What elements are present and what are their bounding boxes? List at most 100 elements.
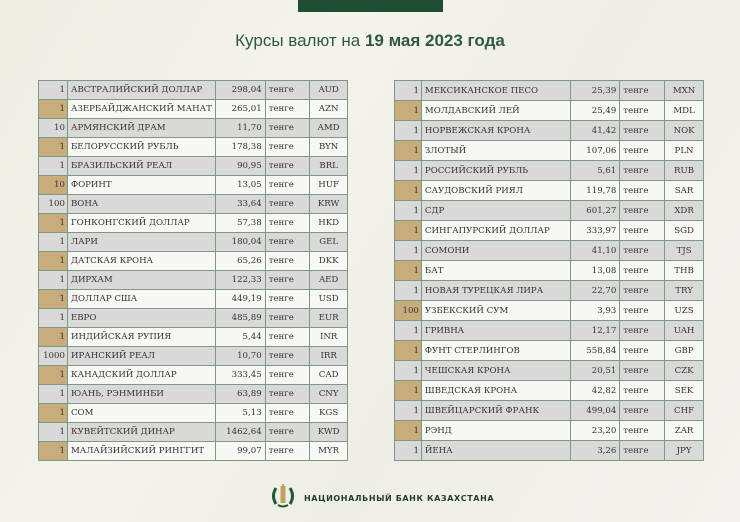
code-cell: DKK xyxy=(309,251,348,271)
quantity-cell: 1 xyxy=(394,420,422,441)
currency-name-cell: ИНДИЙСКАЯ РУПИЯ xyxy=(66,327,216,347)
code-cell: CHF xyxy=(664,400,704,421)
code-cell: CNY xyxy=(309,384,348,404)
quantity-cell: 1 xyxy=(394,240,422,261)
quantity-cell: 1 xyxy=(38,403,68,423)
currency-name-cell: ЙЕНА xyxy=(420,440,571,461)
rate-cell: 333,45 xyxy=(214,365,266,385)
table-row: 1 ДАТСКАЯ КРОНА 65,26 тенге DKK xyxy=(38,251,348,271)
rate-cell: 178,38 xyxy=(214,137,266,157)
table-row: 1 СОМ 5,13 тенге KGS xyxy=(38,403,348,423)
quantity-cell: 1 xyxy=(394,280,422,301)
currency-name-cell: МАЛАЙЗИЙСКИЙ РИНГГИТ xyxy=(66,441,216,461)
code-cell: NOK xyxy=(664,120,704,141)
rate-cell: 5,13 xyxy=(214,403,266,423)
code-cell: IRR xyxy=(309,346,348,366)
rate-cell: 107,06 xyxy=(569,140,621,161)
currency-name-cell: БЕЛОРУССКИЙ РУБЛЬ xyxy=(66,137,216,157)
table-row: 1 АВСТРАЛИЙСКИЙ ДОЛЛАР 298,04 тенге AUD xyxy=(38,80,348,100)
currency-name-cell: РОССИЙСКИЙ РУБЛЬ xyxy=(420,160,571,181)
currency-name-cell: МОЛДАВСКИЙ ЛЕЙ xyxy=(420,100,571,121)
quantity-cell: 1 xyxy=(394,440,422,461)
rate-cell: 3,93 xyxy=(569,300,621,321)
quantity-cell: 1 xyxy=(394,360,422,381)
quantity-cell: 10 xyxy=(38,175,68,195)
code-cell: CAD xyxy=(309,365,348,385)
unit-cell: тенге xyxy=(619,320,666,341)
unit-cell: тенге xyxy=(619,80,666,101)
rate-cell: 41,10 xyxy=(569,240,621,261)
table-row: 1 МАЛАЙЗИЙСКИЙ РИНГГИТ 99,07 тенге MYR xyxy=(38,441,348,461)
unit-cell: тенге xyxy=(264,289,311,309)
table-row: 1 ЧЕШСКАЯ КРОНА 20,51 тенге CZK xyxy=(394,360,704,381)
code-cell: MDL xyxy=(664,100,704,121)
currency-name-cell: БРАЗИЛЬСКИЙ РЕАЛ xyxy=(66,156,216,176)
table-row: 1 ФУНТ СТЕРЛИНГОВ 558,84 тенге GBP xyxy=(394,340,704,361)
currency-name-cell: ИРАНСКИЙ РЕАЛ xyxy=(66,346,216,366)
code-cell: SEK xyxy=(664,380,704,401)
unit-cell: тенге xyxy=(264,422,311,442)
unit-cell: тенге xyxy=(619,440,666,461)
unit-cell: тенге xyxy=(264,213,311,233)
table-row: 1 ГРИВНА 12,17 тенге UAH xyxy=(394,320,704,341)
bank-name: НАЦИОНАЛЬНЫЙ БАНК КАЗАХСТАНА xyxy=(304,493,495,503)
code-cell: HKD xyxy=(309,213,348,233)
unit-cell: тенге xyxy=(264,365,311,385)
rate-cell: 65,26 xyxy=(214,251,266,271)
table-row: 1 ГОНКОНГСКИЙ ДОЛЛАР 57,38 тенге HKD xyxy=(38,213,348,233)
currency-name-cell: ЕВРО xyxy=(66,308,216,328)
rate-cell: 25,39 xyxy=(569,80,621,101)
code-cell: USD xyxy=(309,289,348,309)
rate-cell: 558,84 xyxy=(569,340,621,361)
quantity-cell: 1 xyxy=(38,327,68,347)
code-cell: INR xyxy=(309,327,348,347)
quantity-cell: 1 xyxy=(38,99,68,119)
currency-name-cell: МЕКСИКАНСКОЕ ПЕСО xyxy=(420,80,571,101)
unit-cell: тенге xyxy=(619,360,666,381)
quantity-cell: 1 xyxy=(394,120,422,141)
table-row: 1 ЛАРИ 180,04 тенге GEL xyxy=(38,232,348,252)
quantity-cell: 1 xyxy=(38,270,68,290)
code-cell: MXN xyxy=(664,80,704,101)
unit-cell: тенге xyxy=(619,240,666,261)
table-row: 1 БРАЗИЛЬСКИЙ РЕАЛ 90,95 тенге BRL xyxy=(38,156,348,176)
rate-cell: 5,44 xyxy=(214,327,266,347)
code-cell: KRW xyxy=(309,194,348,214)
unit-cell: тенге xyxy=(264,251,311,271)
code-cell: GEL xyxy=(309,232,348,252)
rate-cell: 298,04 xyxy=(214,80,266,100)
rate-cell: 20,51 xyxy=(569,360,621,381)
title-prefix: Курсы валют на xyxy=(235,31,365,50)
unit-cell: тенге xyxy=(264,232,311,252)
currency-name-cell: ГРИВНА xyxy=(420,320,571,341)
currency-name-cell: РЭНД xyxy=(420,420,571,441)
unit-cell: тенге xyxy=(264,327,311,347)
currency-name-cell: САУДОВСКИЙ РИЯЛ xyxy=(420,180,571,201)
quantity-cell: 1 xyxy=(394,200,422,221)
title-date: 19 мая 2023 года xyxy=(364,31,505,50)
code-cell: AED xyxy=(309,270,348,290)
quantity-cell: 1 xyxy=(394,180,422,201)
rate-cell: 57,38 xyxy=(214,213,266,233)
quantity-cell: 1 xyxy=(38,289,68,309)
rate-cell: 42,82 xyxy=(569,380,621,401)
table-row: 100 ВОНА 33,64 тенге KRW xyxy=(38,194,348,214)
rate-cell: 11,70 xyxy=(214,118,266,138)
rate-cell: 10,70 xyxy=(214,346,266,366)
rate-cell: 23,20 xyxy=(569,420,621,441)
rate-cell: 449,19 xyxy=(214,289,266,309)
unit-cell: тенге xyxy=(619,420,666,441)
code-cell: TRY xyxy=(664,280,704,301)
quantity-cell: 1 xyxy=(38,384,68,404)
table-row: 1 РОССИЙСКИЙ РУБЛЬ 5,61 тенге RUB xyxy=(394,160,704,181)
currency-name-cell: ЧЕШСКАЯ КРОНА xyxy=(420,360,571,381)
unit-cell: тенге xyxy=(264,137,311,157)
unit-cell: тенге xyxy=(619,140,666,161)
rate-cell: 12,17 xyxy=(569,320,621,341)
quantity-cell: 1 xyxy=(38,441,68,461)
quantity-cell: 1 xyxy=(38,137,68,157)
currency-name-cell: НОРВЕЖСКАЯ КРОНА xyxy=(420,120,571,141)
quantity-cell: 1 xyxy=(38,365,68,385)
table-row: 1 ИНДИЙСКАЯ РУПИЯ 5,44 тенге INR xyxy=(38,327,348,347)
quantity-cell: 1 xyxy=(394,260,422,281)
